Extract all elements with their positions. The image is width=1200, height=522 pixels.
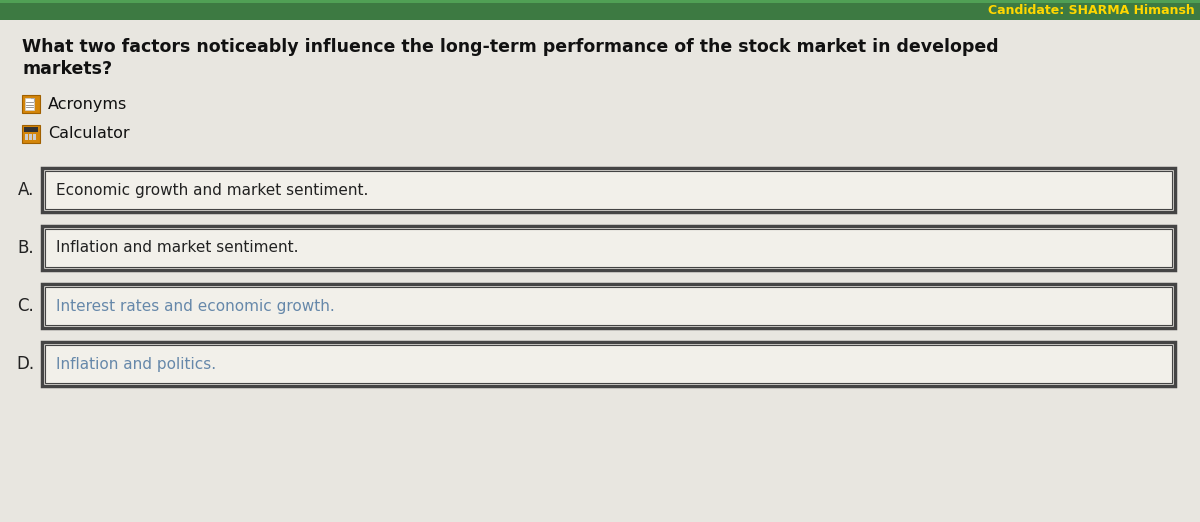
Text: Inflation and politics.: Inflation and politics. <box>56 357 216 372</box>
Bar <box>42 168 1175 212</box>
Bar <box>46 345 1172 383</box>
Text: Acronyms: Acronyms <box>48 97 127 112</box>
Bar <box>24 134 28 137</box>
Bar <box>25 98 34 110</box>
Bar <box>24 137 28 140</box>
Bar <box>42 226 1175 270</box>
Text: Candidate: SHARMA Himansh: Candidate: SHARMA Himansh <box>989 4 1195 17</box>
Text: C.: C. <box>17 297 34 315</box>
Text: Inflation and market sentiment.: Inflation and market sentiment. <box>56 241 299 255</box>
Bar <box>29 134 32 137</box>
Bar <box>32 134 36 137</box>
Text: markets?: markets? <box>22 60 112 78</box>
Bar <box>22 95 40 113</box>
Bar <box>42 284 1175 328</box>
Text: What two factors noticeably influence the long-term performance of the stock mar: What two factors noticeably influence th… <box>22 38 998 56</box>
Bar <box>29 137 32 140</box>
Text: Interest rates and economic growth.: Interest rates and economic growth. <box>56 299 335 314</box>
Bar <box>32 137 36 140</box>
Bar <box>24 127 38 132</box>
Bar <box>46 229 1172 267</box>
Bar <box>0 0 1200 20</box>
Text: Calculator: Calculator <box>48 126 130 141</box>
Text: A.: A. <box>18 181 34 199</box>
Bar <box>46 287 1172 325</box>
Text: D.: D. <box>16 355 34 373</box>
Text: Economic growth and market sentiment.: Economic growth and market sentiment. <box>56 183 368 197</box>
Bar <box>42 342 1175 386</box>
Bar <box>46 171 1172 209</box>
Bar <box>0 0 1200 3</box>
Bar <box>22 125 40 143</box>
Text: B.: B. <box>17 239 34 257</box>
